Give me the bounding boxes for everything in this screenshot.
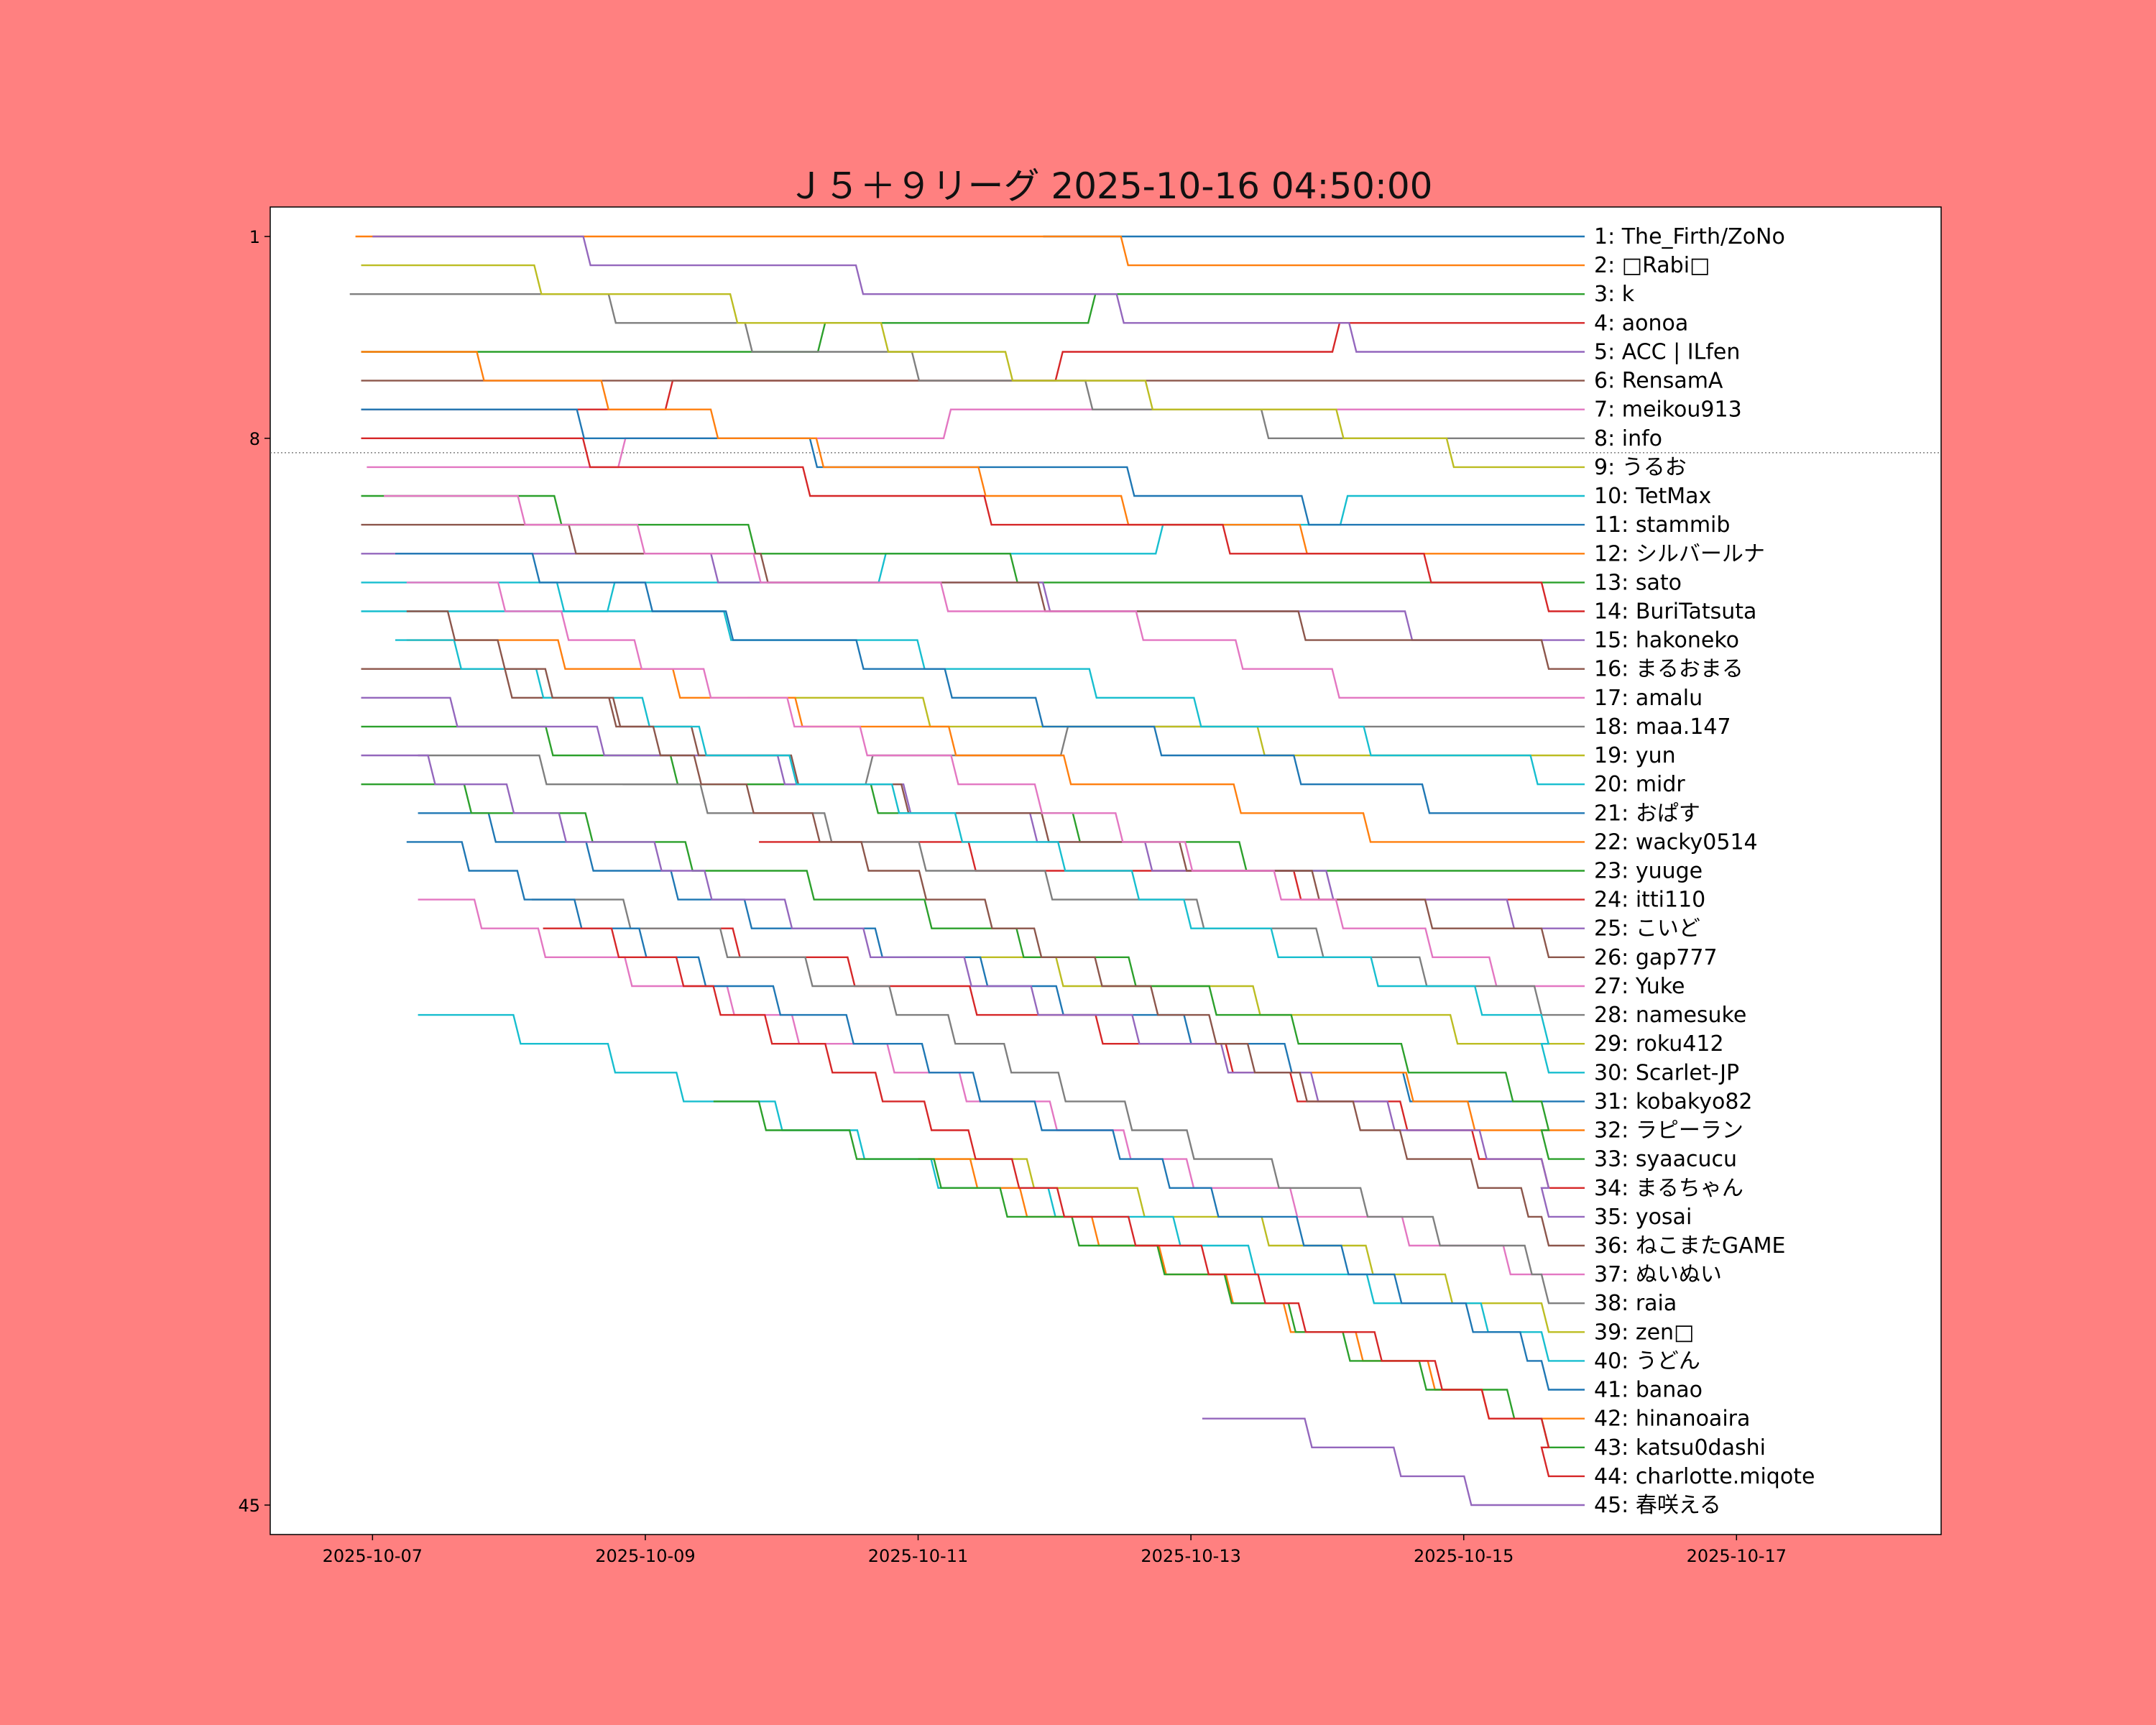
series-line: [361, 293, 1585, 353]
series-label: 27: Yuke: [1594, 974, 1685, 999]
series-label: 30: Scarlet-JP: [1594, 1060, 1739, 1085]
x-tick-label: 2025-10-09: [595, 1546, 695, 1566]
series-label: 13: sato: [1594, 570, 1682, 595]
series-label: 42: hinanoaira: [1594, 1407, 1750, 1432]
series-lines: [349, 235, 1585, 1506]
series-line: [406, 639, 1585, 843]
series-label: 21: おぱす: [1594, 801, 1700, 826]
series-label: 38: raia: [1594, 1291, 1677, 1316]
series-line: [918, 1158, 1585, 1420]
series-line: [543, 927, 1585, 1478]
series-label: 15: hakoneko: [1594, 628, 1739, 653]
series-label: 37: ぬいぬい: [1594, 1262, 1722, 1287]
series-label: 9: うるお: [1594, 455, 1687, 480]
x-axis: 2025-10-07 2025-10-09 2025-10-11 2025-10-13…: [323, 1535, 1787, 1566]
series-label: 26: gap777: [1594, 945, 1718, 970]
series-line: [395, 553, 1585, 814]
series-line: [349, 293, 1585, 439]
series-label: 23: yuuge: [1594, 859, 1703, 884]
series-line: [418, 898, 1585, 1276]
series-line: [372, 235, 1585, 353]
series-label: 20: midr: [1594, 772, 1685, 797]
series-label: 25: こいど: [1594, 916, 1700, 942]
series-line: [406, 610, 1585, 1247]
series-label: 43: katsu0dashi: [1594, 1435, 1766, 1460]
series-label: 18: maa.147: [1594, 714, 1731, 740]
series-line: [361, 754, 1585, 1218]
series-line: [355, 235, 1585, 267]
series-label: 31: kobakyo82: [1594, 1089, 1753, 1114]
series-line: [361, 725, 1585, 872]
series-label: 3: k: [1594, 282, 1635, 307]
series-label: 28: namesuke: [1594, 1003, 1746, 1028]
series-label: 6: RensamA: [1594, 369, 1723, 394]
series-label: 45: 春咲える: [1594, 1493, 1721, 1518]
y-tick-label: 1: [249, 227, 260, 247]
series-line: [406, 581, 1585, 988]
series-line: [361, 494, 1585, 612]
series-label: 22: wacky0514: [1594, 829, 1758, 855]
series-line: [1202, 1417, 1585, 1506]
series-line: [361, 264, 1585, 469]
series-line: [361, 581, 1585, 786]
chart-title: Ｊ５＋９リーグ 2025-10-16 04:50:00: [788, 165, 1433, 207]
series-line: [361, 553, 1585, 641]
series-line: [384, 494, 1585, 699]
series-label: 36: ねこまたGAME: [1594, 1233, 1785, 1259]
series-label: 19: yun: [1594, 743, 1676, 768]
series-line: [361, 494, 1585, 584]
series-label: 1: The_Firth/ZoNo: [1594, 224, 1785, 249]
series-line: [1304, 1072, 1585, 1131]
series-label: 2: □Rabi□: [1594, 253, 1710, 278]
series-label: 17: amalu: [1594, 686, 1703, 711]
series-line: [361, 668, 1585, 959]
x-tick-label: 2025-10-17: [1687, 1546, 1787, 1566]
series-line: [361, 523, 1585, 670]
series-line: [361, 437, 1585, 612]
series-labels: 1: The_Firth/ZoNo 2: □Rabi□ 3: k 4: aonoa 5:…: [1594, 224, 1815, 1518]
series-label: 41: banao: [1594, 1378, 1703, 1403]
x-tick-label: 2025-10-15: [1414, 1546, 1514, 1566]
series-label: 29: roku412: [1594, 1031, 1724, 1057]
x-tick-label: 2025-10-07: [323, 1546, 423, 1566]
series-line: [361, 322, 1585, 410]
series-line: [713, 1100, 1585, 1449]
series-line: [531, 898, 1585, 1305]
series-label: 11: stammib: [1594, 512, 1730, 538]
series-label: 32: ラピーラン: [1594, 1118, 1743, 1144]
series-label: 35: yosai: [1594, 1205, 1692, 1230]
series-label: 7: meikou913: [1594, 397, 1742, 423]
series-label: 33: syaacucu: [1594, 1147, 1737, 1172]
series-line: [418, 754, 1585, 1016]
x-tick-label: 2025-10-11: [868, 1546, 968, 1566]
series-line: [906, 956, 1585, 1045]
x-tick-label: 2025-10-13: [1141, 1546, 1240, 1566]
series-label: 5: ACC | ILfen: [1594, 339, 1740, 364]
series-label: 10: TetMax: [1594, 484, 1711, 509]
series-label: 44: charlotte.miqote: [1594, 1464, 1815, 1489]
series-label: 4: aonoa: [1594, 310, 1688, 336]
y-tick-label: 45: [238, 1496, 260, 1516]
series-label: 39: zen□: [1594, 1320, 1694, 1345]
series-label: 34: まるちゃん: [1594, 1176, 1743, 1201]
y-tick-label: 8: [249, 429, 260, 449]
series-label: 8: info: [1594, 426, 1662, 451]
series-label: 12: シルバールナ: [1594, 541, 1765, 566]
series-label: 40: うどん: [1594, 1348, 1700, 1374]
series-label: 14: BuriTatsuta: [1594, 599, 1756, 624]
series-label: 24: itti110: [1594, 888, 1705, 913]
series-label: 16: まるおまる: [1594, 657, 1743, 682]
series-line: [634, 927, 1585, 1190]
series-line: [395, 639, 1585, 1074]
